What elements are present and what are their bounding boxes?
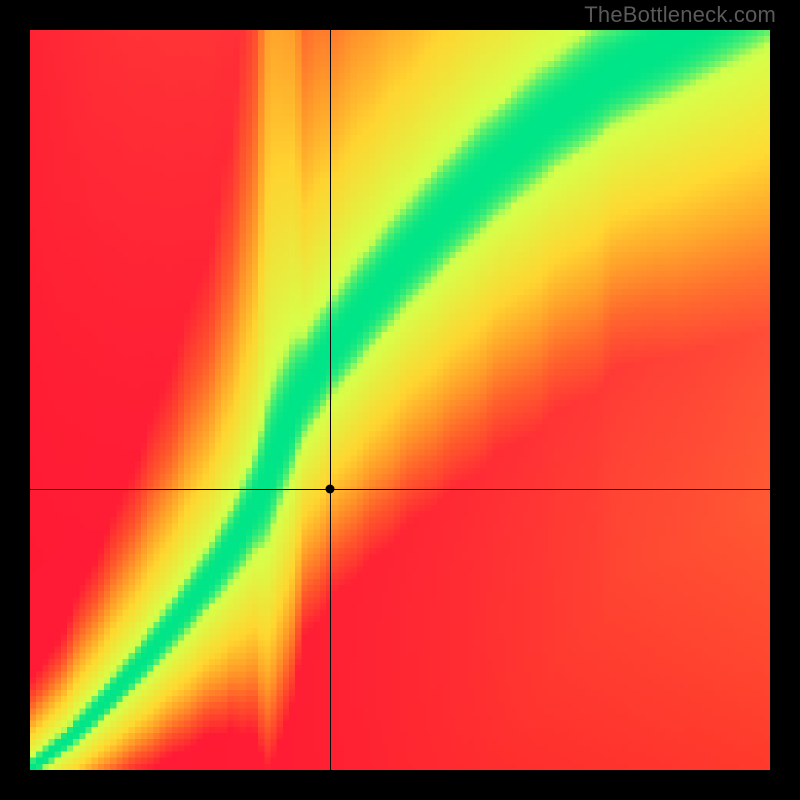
crosshair-horizontal (30, 489, 770, 490)
heatmap-plot-area (30, 30, 770, 770)
crosshair-vertical (330, 30, 331, 770)
marker-point (325, 484, 334, 493)
watermark-text: TheBottleneck.com (584, 2, 776, 28)
chart-container: TheBottleneck.com (0, 0, 800, 800)
heatmap-canvas (30, 30, 770, 770)
